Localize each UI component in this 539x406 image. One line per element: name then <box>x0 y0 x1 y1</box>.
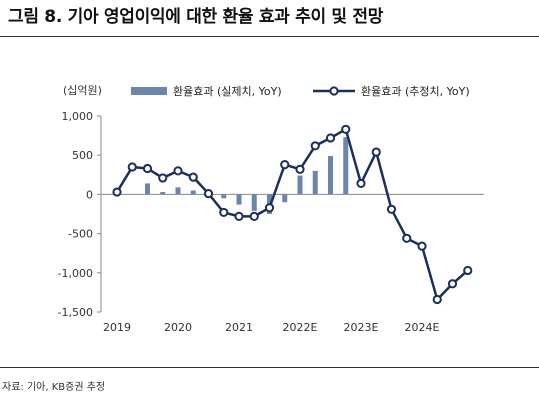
y-tick-label: 0 <box>86 188 93 201</box>
bar <box>297 175 303 195</box>
bar <box>145 183 150 195</box>
line-point <box>417 241 427 251</box>
line-point <box>264 203 275 213</box>
legend-bar-label: 환율효과 (실제치, YoY) <box>173 85 282 98</box>
x-tick-label: 2021 <box>225 321 253 334</box>
bar <box>236 194 242 205</box>
y-tick-label: -1,500 <box>58 306 93 319</box>
bar <box>221 194 227 199</box>
bar <box>160 192 166 195</box>
line-point <box>295 164 305 174</box>
line-point <box>432 294 442 305</box>
x-tick-label: 2022E <box>283 321 318 334</box>
line-point <box>203 189 214 199</box>
legend-line-marker <box>329 86 339 96</box>
line-point <box>112 187 122 197</box>
legend: 환율효과 (실제치, YoY) 환율효과 (추정치, YoY) <box>131 85 470 98</box>
axes: (십억원) 1,000 500 0 -500 -1,000 -1,500 2019 2020 20… <box>58 84 484 334</box>
x-tick-label: 2019 <box>103 321 131 334</box>
line-point <box>158 173 168 183</box>
legend-bar-swatch <box>131 87 167 95</box>
line-point <box>341 124 351 134</box>
source-note: 자료: 기아, KB증권 추정 <box>2 382 106 393</box>
line-point <box>127 162 137 172</box>
y-tick-label: -1,000 <box>58 267 93 280</box>
y-unit-label: (십억원) <box>63 84 102 97</box>
line-point <box>310 141 320 151</box>
line-point <box>280 160 290 170</box>
line-point <box>142 163 153 174</box>
bar <box>343 137 349 195</box>
y-tick-label: -500 <box>68 228 93 241</box>
line-point <box>173 166 183 176</box>
series-line <box>115 128 469 301</box>
line-point <box>234 211 244 221</box>
line-point <box>402 233 412 243</box>
bar <box>312 170 318 195</box>
line-point <box>188 172 198 182</box>
y-tick-label: 1,000 <box>62 110 94 123</box>
x-tick-label: 2024E <box>405 321 440 334</box>
bar <box>190 190 196 195</box>
x-tick-label: 2023E <box>344 321 379 334</box>
bar <box>175 187 181 195</box>
bottom-rule <box>0 367 539 368</box>
top-rule <box>0 36 539 37</box>
line-point <box>371 147 381 157</box>
legend-line-label: 환율효과 (추정치, YoY) <box>361 85 470 98</box>
bar <box>282 194 288 203</box>
line-series <box>112 124 473 305</box>
bar <box>328 155 333 195</box>
line-point <box>356 178 366 189</box>
chart-title: 그림 8. 기아 영업이익에 대한 환율 효과 추이 및 전망 <box>8 7 384 27</box>
line-point <box>447 279 458 289</box>
line-point <box>463 265 473 276</box>
y-tick-label: 500 <box>72 149 93 162</box>
line-point <box>325 133 336 143</box>
line-point <box>249 211 259 221</box>
x-tick-label: 2020 <box>164 321 192 334</box>
line-point <box>386 204 397 214</box>
line-point <box>219 207 229 218</box>
bar <box>251 194 257 211</box>
